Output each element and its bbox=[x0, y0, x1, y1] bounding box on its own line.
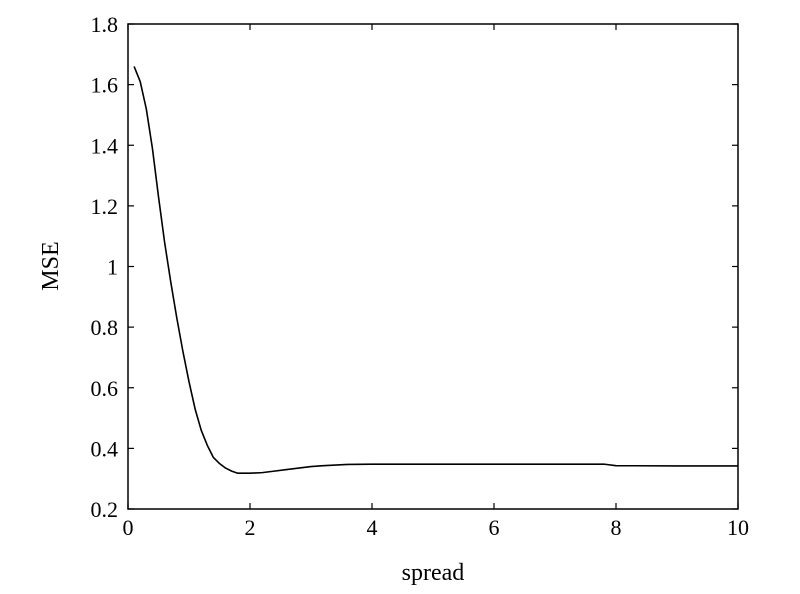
y-tick-label: 1 bbox=[107, 255, 118, 280]
y-tick-label: 0.6 bbox=[91, 376, 119, 401]
x-axis-label: spread bbox=[402, 560, 465, 586]
y-tick-label: 1.6 bbox=[91, 73, 119, 98]
x-tick-label: 8 bbox=[611, 515, 622, 540]
plot-area-frame bbox=[127, 23, 739, 510]
y-tick-label: 0.8 bbox=[91, 315, 119, 340]
x-tick-label: 0 bbox=[123, 515, 134, 540]
y-tick-label: 1.4 bbox=[91, 133, 119, 158]
y-tick-labels: 0.2 0.4 0.6 0.8 1 1.2 1.4 1.6 1.8 bbox=[91, 12, 119, 522]
axis-ticks bbox=[127, 23, 739, 510]
x-tick-label: 10 bbox=[727, 515, 749, 540]
x-tick-label: 6 bbox=[489, 515, 500, 540]
y-tick-label: 1.8 bbox=[91, 12, 119, 37]
x-tick-labels: 0 2 4 6 8 10 bbox=[123, 515, 750, 540]
y-tick-label: 1.2 bbox=[91, 194, 119, 219]
x-tick-label: 2 bbox=[245, 515, 256, 540]
y-tick-label: 0.4 bbox=[91, 436, 119, 461]
y-axis-label: MSE bbox=[38, 241, 64, 290]
y-tick-label: 0.2 bbox=[91, 497, 119, 522]
series-line bbox=[133, 66, 738, 475]
x-tick-label: 4 bbox=[367, 515, 378, 540]
